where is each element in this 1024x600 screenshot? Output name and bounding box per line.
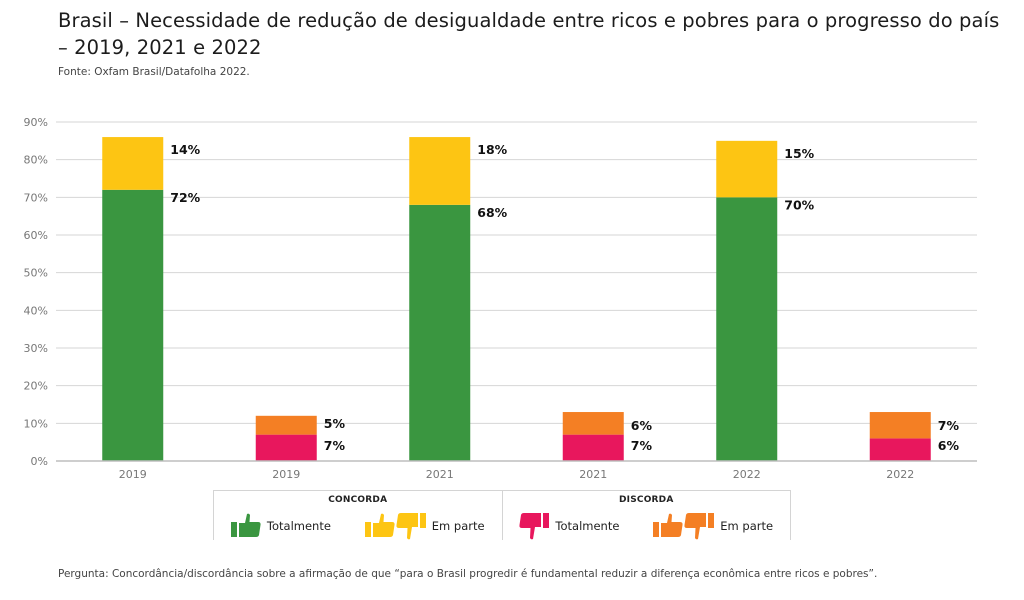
- legend-label: Em parte: [720, 519, 774, 533]
- legend-group-discorda: DISCORDA Totalmente Em parte: [501, 491, 791, 541]
- y-tick-label: 90%: [24, 116, 48, 129]
- bar-segment-concorda-totalmente: [716, 197, 778, 462]
- bar-segment-discorda-totalmente: [562, 434, 624, 461]
- bar-segment-concorda-em-parte: [102, 137, 164, 190]
- legend-heading: DISCORDA: [618, 495, 674, 505]
- chart-title: Brasil – Necessidade de redução de desig…: [58, 9, 1000, 59]
- data-labels: 14% 72% 5% 7% 18% 68% 6% 7% 15% 70% 7% 6%: [170, 142, 959, 453]
- x-tick-label: 2019: [119, 468, 147, 480]
- y-tick-label: 60%: [24, 229, 48, 242]
- x-tick-label: 2021: [426, 468, 454, 480]
- legend: CONCORDA Totalmente Em parte DISCORDA To…: [213, 490, 791, 540]
- data-label: 15%: [784, 146, 814, 161]
- y-axis: 0% 10% 20% 30% 40% 50% 60% 70% 80% 90%: [24, 116, 48, 468]
- data-label: 5%: [324, 416, 346, 431]
- data-label: 18%: [477, 142, 507, 157]
- legend-item-discorda-totalmente: Totalmente: [519, 511, 619, 541]
- y-tick-label: 30%: [24, 342, 48, 355]
- legend-label: Em parte: [431, 519, 485, 533]
- thumbs-up-icon: [230, 513, 261, 539]
- thumbs-up-down-icon: [364, 511, 426, 541]
- y-tick-label: 10%: [24, 417, 48, 430]
- legend-item-concorda-em-parte: Em parte: [364, 511, 485, 541]
- x-tick-label: 2022: [886, 468, 914, 480]
- thumbs-up-down-icon: [653, 511, 715, 541]
- x-tick-label: 2022: [733, 468, 761, 480]
- bar-segment-concorda-totalmente: [409, 204, 471, 461]
- y-tick-label: 50%: [24, 267, 48, 280]
- data-label: 7%: [324, 438, 346, 453]
- y-tick-label: 80%: [24, 154, 48, 167]
- legend-label: Totalmente: [555, 519, 620, 533]
- bar-segment-concorda-em-parte: [716, 140, 778, 198]
- bar-segment-concorda-totalmente: [102, 189, 164, 462]
- y-tick-label: 40%: [24, 304, 48, 317]
- question-note: Pergunta: Concordância/discordância sobr…: [58, 568, 878, 580]
- y-tick-label: 70%: [24, 191, 48, 204]
- gridlines: [56, 121, 977, 424]
- x-axis: 2019 2019 2021 2021 2022 2022: [56, 460, 977, 480]
- data-label: 68%: [477, 205, 507, 220]
- stacked-bar-chart: 0%10%20%30%40%50%60%70%80%90% 2019 2019 20…: [24, 116, 977, 480]
- bar-segment-discorda-em-parte: [255, 415, 317, 435]
- bar-segment-discorda-totalmente: [255, 434, 317, 461]
- data-label: 14%: [170, 142, 200, 157]
- legend-item-discorda-em-parte: Em parte: [653, 511, 773, 541]
- legend-item-concorda-totalmente: Totalmente: [230, 513, 331, 539]
- bars: [102, 137, 931, 462]
- bar-segment-discorda-em-parte: [869, 412, 931, 439]
- data-label: 7%: [938, 418, 960, 433]
- x-tick-label: 2021: [579, 468, 607, 480]
- data-label: 6%: [631, 418, 653, 433]
- data-label: 70%: [784, 197, 814, 212]
- thumbs-down-icon: [519, 511, 550, 541]
- data-label: 72%: [170, 190, 200, 205]
- legend-label: Totalmente: [266, 519, 331, 533]
- legend-group-concorda: CONCORDA Totalmente Em parte: [214, 491, 502, 540]
- legend-heading: CONCORDA: [328, 495, 388, 505]
- bar-segment-discorda-totalmente: [869, 438, 931, 461]
- source-note: Fonte: Oxfam Brasil/Datafolha 2022.: [58, 66, 250, 78]
- y-tick-label: 20%: [24, 380, 48, 393]
- y-tick-label: 0%: [31, 455, 48, 468]
- bar-segment-discorda-em-parte: [562, 412, 624, 435]
- data-label: 6%: [938, 438, 960, 453]
- x-tick-label: 2019: [272, 468, 300, 480]
- bar-segment-concorda-em-parte: [409, 137, 471, 205]
- data-label: 7%: [631, 438, 653, 453]
